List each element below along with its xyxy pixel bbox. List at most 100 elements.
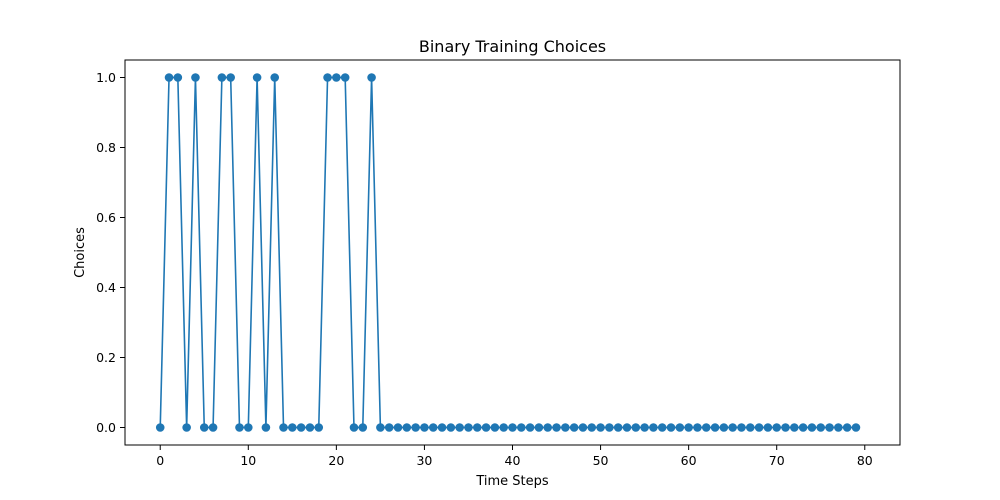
x-tick-label: 0 <box>156 453 164 468</box>
data-point <box>517 423 526 432</box>
data-point <box>472 423 482 432</box>
data-point <box>561 423 570 432</box>
x-tick-label: 50 <box>593 453 609 468</box>
data-point <box>191 73 200 82</box>
data-point <box>754 423 764 432</box>
data-point <box>798 423 808 432</box>
x-tick-label: 60 <box>681 453 697 468</box>
data-point <box>296 423 306 432</box>
data-point <box>622 423 632 432</box>
data-point <box>182 423 191 432</box>
data-point <box>605 423 614 432</box>
data-point <box>666 423 676 432</box>
data-point <box>428 423 438 432</box>
data-point <box>252 73 262 82</box>
data-point <box>613 423 623 432</box>
data-point <box>508 423 517 432</box>
data-point <box>314 423 324 432</box>
data-point <box>217 73 227 82</box>
x-tick-label: 80 <box>857 453 873 468</box>
y-tick-label: 0.6 <box>96 210 116 225</box>
data-point <box>745 423 755 432</box>
y-tick-label: 1.0 <box>96 70 116 85</box>
data-point <box>226 73 235 82</box>
x-tick-label: 70 <box>769 453 785 468</box>
data-point <box>825 423 834 432</box>
data-point <box>675 423 685 432</box>
x-axis: 0 10 20 30 40 50 60 70 80 <box>156 445 873 468</box>
data-point <box>155 423 165 432</box>
data-point <box>402 423 412 432</box>
y-tick-label: 0.0 <box>96 420 116 435</box>
data-point <box>657 423 667 432</box>
data-point <box>384 423 394 432</box>
data-point <box>543 423 553 432</box>
x-tick-label: 30 <box>416 453 432 468</box>
data-point <box>728 423 737 432</box>
data-points <box>155 73 861 432</box>
data-point <box>358 423 368 432</box>
data-point <box>393 423 403 432</box>
data-point <box>552 423 561 432</box>
data-point <box>569 423 579 432</box>
data-point <box>834 423 843 432</box>
data-point <box>164 73 174 82</box>
data-point <box>693 423 702 432</box>
data-point <box>420 423 429 432</box>
x-axis-label: Time Steps <box>475 474 549 489</box>
data-point <box>684 423 693 432</box>
x-tick-label: 10 <box>240 453 256 468</box>
data-point <box>596 423 605 432</box>
data-point <box>851 423 861 432</box>
data-point <box>367 73 376 82</box>
data-point <box>446 423 456 432</box>
data-point <box>578 423 588 432</box>
data-point <box>499 423 508 432</box>
plot-area: 0 10 20 30 40 50 60 70 80 0.0 0.2 0.4 0.6 0.8 1.0 <box>96 59 901 468</box>
data-point <box>270 73 280 82</box>
data-point <box>455 423 464 432</box>
data-point <box>490 423 500 432</box>
data-point <box>349 423 359 432</box>
data-point <box>719 423 729 432</box>
data-point <box>332 73 341 82</box>
data-point <box>437 423 447 432</box>
data-point <box>525 423 535 432</box>
data-point <box>376 423 385 432</box>
data-point <box>649 423 658 432</box>
data-point <box>261 423 271 432</box>
data-point <box>173 73 183 82</box>
y-tick-label: 0.4 <box>96 280 116 295</box>
data-point <box>631 423 641 432</box>
data-point <box>816 423 826 432</box>
data-point <box>279 423 288 432</box>
data-point <box>340 73 350 82</box>
data-point <box>411 423 420 432</box>
chart-title: Binary Training Choices <box>419 37 606 56</box>
y-tick-label: 0.8 <box>96 140 116 155</box>
data-point <box>305 423 315 432</box>
data-point <box>790 423 799 432</box>
data-point <box>464 423 473 432</box>
data-point <box>323 73 332 82</box>
y-axis: 0.0 0.2 0.4 0.6 0.8 1.0 <box>96 70 125 435</box>
x-tick-label: 40 <box>505 453 521 468</box>
data-point <box>772 423 781 432</box>
data-point <box>481 423 491 432</box>
data-point <box>587 423 597 432</box>
data-point <box>763 423 773 432</box>
y-tick-label: 0.2 <box>96 350 116 365</box>
data-point <box>701 423 711 432</box>
data-point <box>199 423 209 432</box>
data-point <box>781 423 790 432</box>
data-point <box>807 423 817 432</box>
data-point <box>842 423 852 432</box>
data-point <box>244 423 253 432</box>
data-point <box>235 423 244 432</box>
data-point <box>710 423 720 432</box>
x-tick-label: 20 <box>328 453 344 468</box>
data-point <box>534 423 544 432</box>
data-point <box>288 423 297 432</box>
